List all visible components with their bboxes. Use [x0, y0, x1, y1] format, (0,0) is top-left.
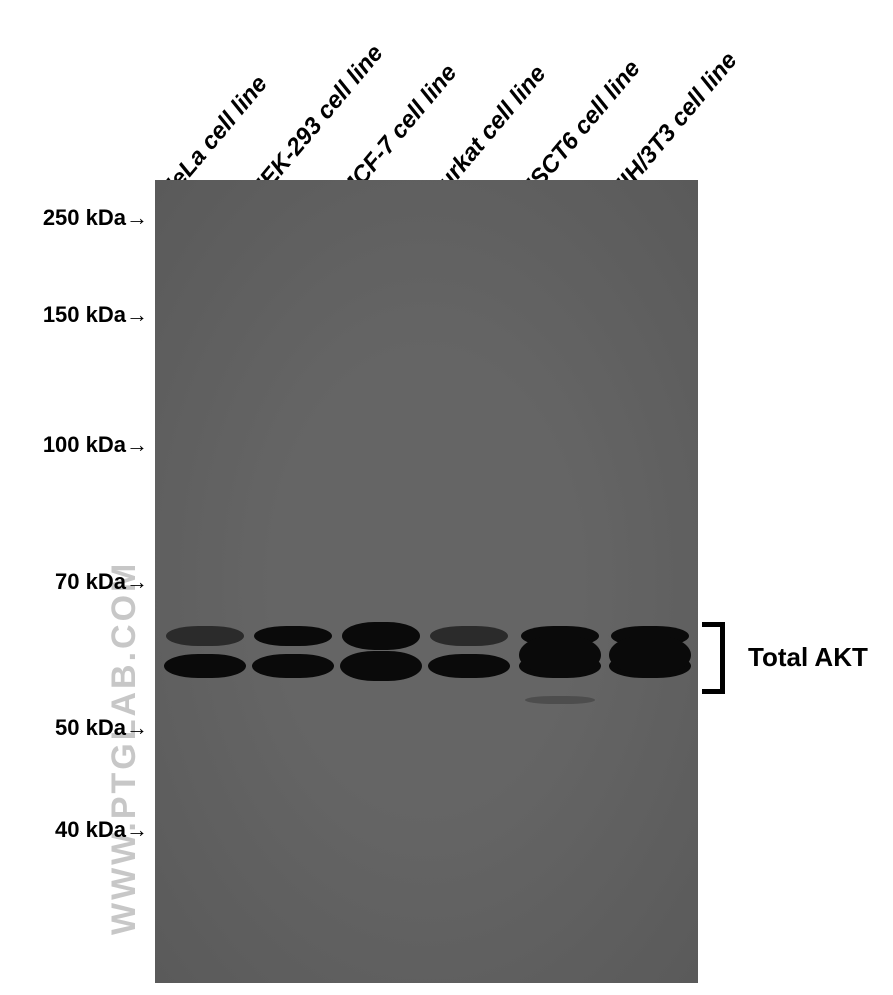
- band-upper-lane2: [254, 626, 332, 646]
- blot-membrane: [155, 180, 698, 983]
- band-lower-lane3: [340, 651, 422, 681]
- band-faint-lane5: [525, 696, 595, 704]
- mw-marker-50-text: 50 kDa: [55, 715, 126, 740]
- annotation-total-akt: Total AKT: [748, 642, 868, 673]
- bracket-vertical: [720, 622, 725, 694]
- arrow-icon: →: [126, 715, 148, 741]
- band-lower-lane4: [428, 654, 510, 678]
- mw-marker-250-text: 250 kDa: [43, 205, 126, 230]
- band-lower-lane1: [164, 654, 246, 678]
- band-upper-lane4: [430, 626, 508, 646]
- mw-marker-100: 100 kDa→: [43, 432, 148, 458]
- bracket-bottom-tick: [702, 689, 725, 694]
- mw-marker-100-text: 100 kDa: [43, 432, 126, 457]
- lane-labels-group: HeLa cell line HEK-293 cell line MCF-7 c…: [0, 0, 893, 180]
- arrow-icon: →: [126, 432, 148, 458]
- watermark-text: WWW.PTGLAB.COM: [105, 561, 144, 935]
- arrow-icon: →: [126, 205, 148, 231]
- mw-marker-40: 40 kDa→: [55, 817, 148, 843]
- mw-marker-250: 250 kDa→: [43, 205, 148, 231]
- figure-container: HeLa cell line HEK-293 cell line MCF-7 c…: [0, 0, 893, 995]
- mw-marker-150: 150 kDa→: [43, 302, 148, 328]
- arrow-icon: →: [126, 302, 148, 328]
- mw-marker-50: 50 kDa→: [55, 715, 148, 741]
- arrow-icon: →: [126, 817, 148, 843]
- mw-marker-70: 70 kDa→: [55, 569, 148, 595]
- mw-marker-70-text: 70 kDa: [55, 569, 126, 594]
- mw-marker-40-text: 40 kDa: [55, 817, 126, 842]
- band-upper-lane3: [342, 622, 420, 650]
- mw-marker-150-text: 150 kDa: [43, 302, 126, 327]
- band-merge-lane6: [609, 636, 691, 674]
- arrow-icon: →: [126, 569, 148, 595]
- bracket-top-tick: [702, 622, 725, 627]
- band-lower-lane2: [252, 654, 334, 678]
- band-upper-lane1: [166, 626, 244, 646]
- band-merge-lane5: [519, 636, 601, 674]
